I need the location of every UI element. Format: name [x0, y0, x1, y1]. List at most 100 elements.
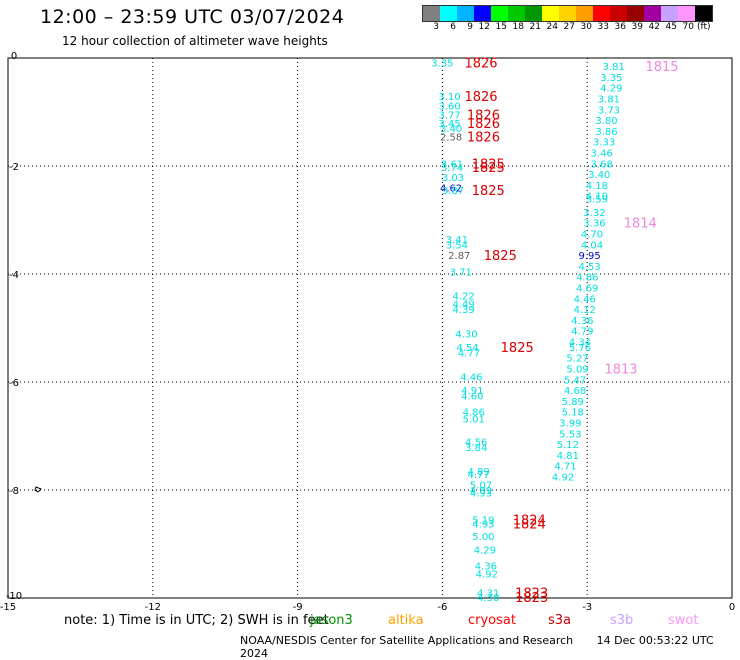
colorbar-label: 9	[467, 22, 473, 32]
legend-cryosat: cryosat	[468, 613, 516, 628]
colorbar-swatch	[491, 6, 508, 21]
pass-time-label: 1826	[467, 117, 500, 132]
wave-height-value: 3.46	[591, 149, 613, 160]
pass-time-label: 1826	[464, 90, 497, 105]
colorbar-swatch	[661, 6, 678, 21]
wave-height-value: 2.58	[440, 132, 462, 143]
pass-time-label: 1824	[513, 514, 546, 529]
wave-height-value: 3.36	[583, 219, 605, 230]
x-tick-label: -6	[437, 602, 447, 613]
wave-height-value: 4.69	[576, 284, 598, 295]
x-tick-label: -9	[293, 602, 303, 613]
colorbar-swatch	[474, 6, 491, 21]
pass-time-label: 1815	[645, 60, 678, 75]
colorbar-swatch	[423, 6, 440, 21]
wave-height-value: 4.49	[453, 300, 475, 311]
wave-height-value: 3.40	[588, 170, 610, 181]
colorbar-label: 24	[546, 22, 558, 32]
wave-height-value: 4.30	[477, 593, 499, 604]
colorbar-swatch	[627, 6, 644, 21]
legend-s3b: s3b	[610, 613, 634, 628]
wave-height-value: 4.81	[557, 451, 579, 462]
pass-time-label: 1825	[472, 161, 505, 176]
x-tick-label: -15	[0, 602, 16, 613]
wave-height-value: 3.40	[440, 124, 462, 135]
colorbar-swatch	[542, 6, 559, 21]
colorbar-label: 45	[665, 22, 677, 32]
colorbar-label: 36	[614, 22, 626, 32]
colorbar-swatch	[593, 6, 610, 21]
colorbar-swatch	[525, 6, 542, 21]
wave-height-value: 5.19	[472, 516, 494, 527]
footer: NOAA/NESDIS Center for Satellite Applica…	[240, 634, 740, 660]
wave-height-value: 4.79	[571, 327, 593, 338]
wave-height-value: 3.80	[595, 116, 617, 127]
colorbar-label: 39	[631, 22, 643, 32]
wave-height-value: 3.59	[586, 194, 608, 205]
wave-height-value: 4.86	[576, 273, 598, 284]
wave-height-value: 4.77	[467, 470, 489, 481]
pass-time-label: 1826	[467, 109, 500, 124]
wave-height-value: 4.92	[476, 570, 498, 581]
wave-height-value: 4.92	[552, 473, 574, 484]
wave-height-value: 4.70	[581, 230, 603, 241]
pass-time-label: 1824	[513, 517, 546, 532]
wave-height-value: 4.39	[453, 305, 475, 316]
wave-height-value: 5.18	[562, 408, 584, 419]
colorbar-swatch	[457, 6, 474, 21]
wave-height-value: 3.86	[595, 127, 617, 138]
wave-height-value: 4.54	[456, 343, 478, 354]
colorbar-swatch	[695, 6, 712, 21]
wave-height-value: 4.30	[455, 329, 477, 340]
legend-jason3: jason3	[310, 613, 353, 628]
wave-height-value: 4.29	[600, 84, 622, 95]
wave-height-value: 3.77	[439, 111, 461, 122]
y-tick-label: -6	[9, 378, 19, 389]
wave-height-value: 5.00	[472, 532, 494, 543]
colorbar-swatch	[644, 6, 661, 21]
legend-s3a: s3a	[548, 613, 572, 628]
pass-time-label: 1823	[515, 591, 548, 606]
wave-height-value: 4.93	[470, 489, 492, 500]
pass-time-label: 1825	[501, 341, 534, 356]
colorbar-label: 70	[682, 22, 694, 32]
wave-height-value: 5.01	[463, 415, 485, 426]
wave-height-value: 4.91	[461, 386, 483, 397]
map-frame	[7, 57, 733, 599]
wave-height-value: 4.34	[569, 338, 591, 349]
colorbar	[422, 5, 713, 22]
colorbar-swatch	[559, 6, 576, 21]
wave-height-value: 4.68	[564, 386, 586, 397]
wave-height-value: 3.71	[450, 267, 472, 278]
wave-height-value: 4.46	[460, 373, 482, 384]
wave-height-value: 4.60	[461, 392, 483, 403]
colorbar-label: 6	[450, 22, 456, 32]
wave-height-value: 5.76	[569, 343, 591, 354]
y-tick-label: 0	[11, 51, 17, 62]
x-tick-label: -3	[582, 602, 592, 613]
pass-time-label: 1825	[472, 157, 505, 172]
x-tick-label: -12	[145, 602, 161, 613]
wave-height-value: 4.22	[453, 292, 475, 303]
wave-height-value: 4.53	[578, 262, 600, 273]
wave-height-value: 5.47	[564, 375, 586, 386]
wave-height-value: 3.60	[439, 102, 461, 113]
wave-height-value: 3.81	[603, 62, 625, 73]
wave-height-value: 4.31	[477, 589, 499, 600]
wave-height-value: 3.99	[559, 419, 581, 430]
wave-height-value: 4.89	[467, 467, 489, 478]
wave-height-value: 4.62	[440, 184, 462, 195]
wave-height-value: 4.10	[586, 192, 608, 203]
pass-time-label: 1814	[624, 217, 657, 232]
wave-height-value: 4.29	[474, 545, 496, 556]
wave-height-value: 3.41	[446, 235, 468, 246]
map-title: 12:00 – 23:59 UTC 03/07/2024	[40, 6, 345, 28]
pass-time-label: 1826	[464, 56, 497, 71]
y-tick-label: -10	[6, 591, 22, 602]
colorbar-unit: (ft)	[697, 22, 711, 32]
wave-height-value: 4.12	[574, 305, 596, 316]
colorbar-swatch	[508, 6, 525, 21]
wave-height-value: 3.73	[598, 105, 620, 116]
pass-time-label: 1813	[604, 363, 637, 378]
wave-height-value: 4.71	[554, 462, 576, 473]
